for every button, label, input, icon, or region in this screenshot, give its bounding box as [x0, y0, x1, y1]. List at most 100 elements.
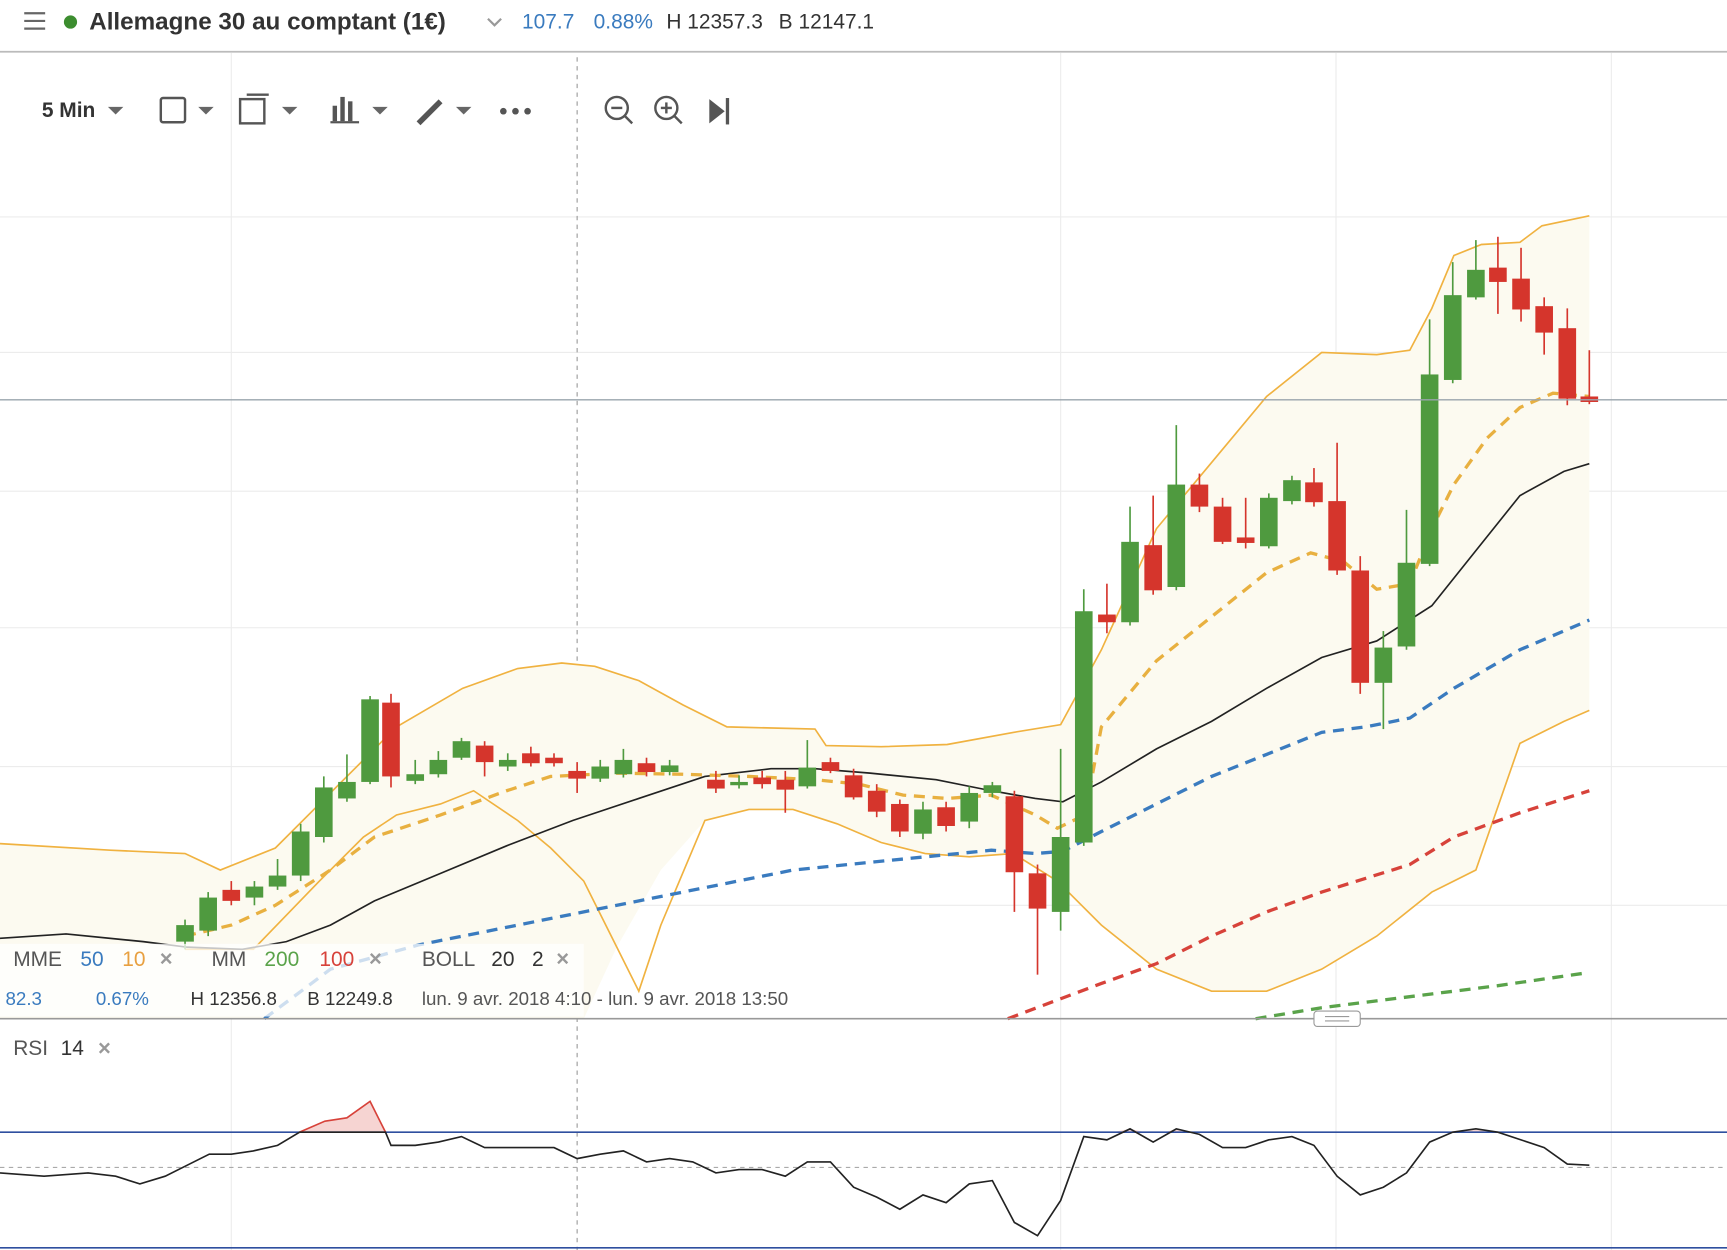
interval-caret[interactable] — [107, 106, 124, 115]
menu-button[interactable] — [24, 12, 46, 30]
candle-body — [614, 759, 633, 775]
zoom-in-button[interactable] — [654, 95, 683, 125]
rsi-overbought-fill — [1112, 1128, 1146, 1133]
candle-body — [452, 741, 471, 758]
candles — [176, 236, 1599, 975]
candle-body — [983, 785, 1002, 793]
bollinger-upper — [0, 215, 1590, 871]
candle-body — [222, 889, 241, 901]
rsi-line — [0, 1127, 1590, 1237]
market-status-dot — [63, 15, 78, 29]
drawing-button[interactable] — [416, 99, 472, 126]
candle-body — [753, 777, 771, 785]
bollinger-lower — [185, 709, 1590, 994]
candle-body — [637, 763, 656, 773]
candle-body — [821, 762, 840, 771]
rsi-period: 14 — [61, 1037, 85, 1060]
interval-select[interactable]: 5 Min — [42, 99, 95, 122]
indicator-legend: MME 50 10 × MM 200 100 × BOLL 20 2 × — [13, 946, 569, 971]
layout-button[interactable] — [238, 93, 298, 125]
rsi-label[interactable]: RSI — [13, 1037, 48, 1060]
candle-body — [891, 803, 909, 832]
candle-body — [660, 765, 679, 773]
candle-body — [498, 759, 517, 767]
candle-body — [522, 753, 540, 764]
remove-mme[interactable]: × — [160, 946, 173, 971]
candle-body — [730, 781, 748, 786]
mme-label[interactable]: MME — [13, 948, 62, 971]
boll-label[interactable]: BOLL — [422, 948, 475, 971]
rsi-overbought-fill — [299, 1101, 386, 1133]
candle-body — [1558, 328, 1577, 399]
candle-body — [1213, 506, 1232, 542]
mme-slow: 10 — [122, 948, 145, 971]
remove-mm[interactable]: × — [369, 946, 382, 971]
candle-body — [429, 759, 448, 775]
candle-body — [361, 699, 379, 782]
candle-body — [1236, 537, 1255, 543]
rsi-panel: RSI 14 × — [0, 1035, 1727, 1249]
legend-backdrop — [0, 943, 584, 1017]
candle-body — [960, 792, 979, 822]
candle-body — [1305, 482, 1323, 503]
boll-period: 20 — [491, 948, 514, 971]
candle-body — [591, 766, 610, 779]
chart-type-button[interactable] — [159, 96, 214, 124]
candle-body — [199, 897, 217, 931]
candle-body — [176, 925, 194, 942]
zoom-out-button[interactable] — [604, 95, 634, 125]
mm-200-line — [1255, 970, 1590, 1021]
candle-body — [1283, 480, 1301, 502]
remove-rsi[interactable]: × — [98, 1035, 111, 1060]
mme-50-line — [263, 618, 1590, 1021]
info-change-pct: 0.67% — [96, 988, 149, 1009]
mm-label[interactable]: MM — [211, 948, 246, 971]
candle-body — [1328, 501, 1346, 571]
symbol-dropdown[interactable] — [487, 17, 502, 27]
mm-100-line — [1007, 789, 1590, 1021]
change-pct: 0.88% — [594, 11, 653, 34]
candle-body — [338, 781, 356, 799]
low: B 12147.1 — [779, 11, 874, 34]
boll-deviation: 2 — [532, 948, 544, 971]
symbol-name[interactable]: Allemagne 30 au comptant (1€) — [89, 9, 446, 36]
candle-body — [1467, 269, 1485, 298]
info-low: B 12249.8 — [307, 988, 392, 1009]
candle-body — [937, 807, 955, 826]
candle-body — [914, 809, 932, 834]
toolbar: 5 Min — [42, 93, 730, 126]
candle-body — [1121, 541, 1139, 623]
candle-body — [1028, 873, 1047, 909]
candle-body — [245, 886, 264, 898]
remove-boll[interactable]: × — [556, 946, 569, 971]
candle-body — [1489, 267, 1507, 282]
candle-body — [315, 787, 333, 838]
indicators-button[interactable] — [330, 96, 388, 124]
candle-body — [1420, 374, 1439, 564]
mme-fast: 50 — [80, 948, 103, 971]
candle-body — [1051, 837, 1070, 912]
more-button[interactable] — [500, 107, 531, 115]
candle-body — [1098, 614, 1116, 623]
candle-body — [1535, 306, 1553, 333]
candle-body — [568, 770, 586, 779]
candle-body — [844, 775, 863, 798]
info-range: lun. 9 avr. 2018 4:10 - lun. 9 avr. 2018… — [422, 988, 788, 1009]
bollinger-middle — [0, 462, 1590, 951]
info-row: 82.3 0.67% H 12356.8 B 12249.8 lun. 9 av… — [6, 988, 789, 1009]
candle-body — [291, 831, 310, 876]
candle-body — [798, 767, 817, 787]
candle-body — [1167, 484, 1186, 588]
candle-body — [545, 757, 563, 764]
candle-body — [776, 779, 795, 790]
high: H 12357.3 — [666, 11, 762, 34]
mm-short: 100 — [319, 948, 354, 971]
candle-body — [1374, 647, 1393, 683]
panel-resize-handle[interactable] — [1313, 1010, 1361, 1027]
candle-body — [1512, 278, 1530, 310]
candle-body — [406, 774, 425, 781]
go-to-latest-button[interactable] — [709, 98, 730, 125]
change: 107.7 — [522, 11, 574, 34]
